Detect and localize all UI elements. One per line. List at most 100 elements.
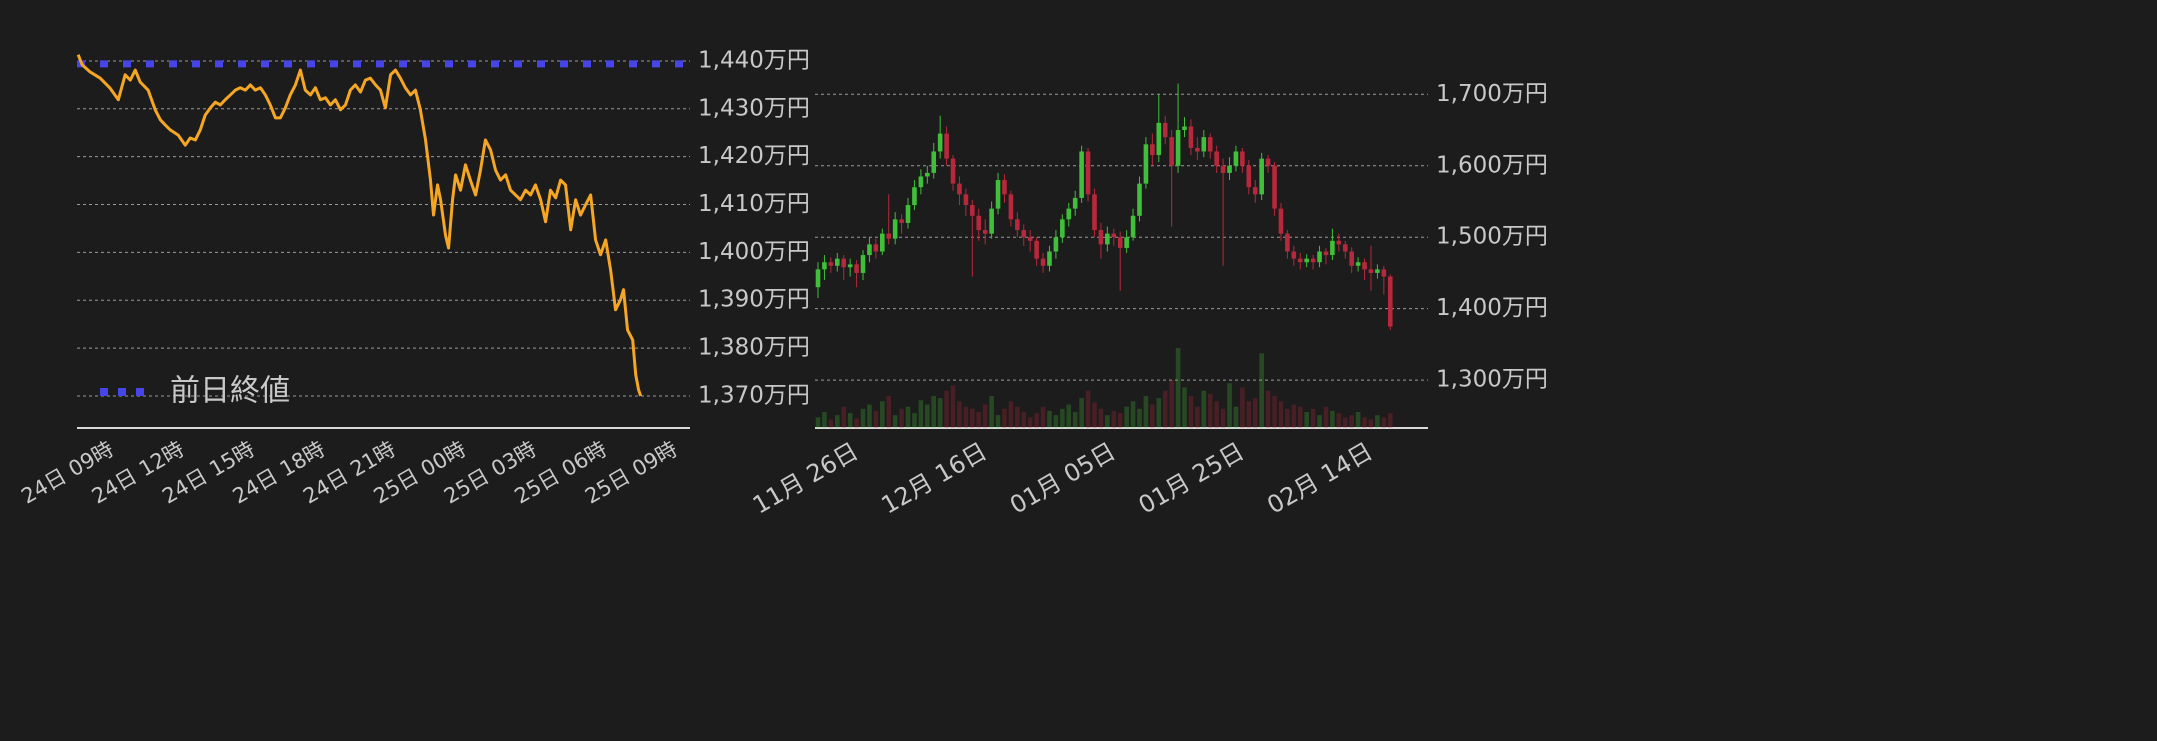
candle-body xyxy=(1130,215,1136,238)
candle-body xyxy=(1285,233,1290,252)
candle-body xyxy=(886,233,892,239)
candle-body xyxy=(1150,144,1155,156)
volume-bar xyxy=(1246,401,1252,428)
volume-bar xyxy=(1079,398,1084,428)
candle-body xyxy=(1098,230,1104,245)
candle-body xyxy=(1053,237,1059,252)
volume-bar xyxy=(1214,401,1219,428)
candle-body xyxy=(957,183,962,195)
y-tick-label: 1,300万円 xyxy=(1436,367,1548,393)
volume-bar xyxy=(1336,413,1342,428)
volume-bar xyxy=(847,413,853,428)
candle-body xyxy=(1342,244,1348,252)
candle-body xyxy=(989,208,994,234)
candle-body xyxy=(1182,126,1187,131)
volume-bar xyxy=(1227,383,1232,428)
candle-body xyxy=(841,258,847,268)
candle-body xyxy=(873,244,879,252)
volume-bar xyxy=(1137,408,1142,428)
candle-body xyxy=(1195,147,1200,152)
volume-bar xyxy=(970,408,975,428)
volume-bar xyxy=(1265,390,1271,428)
volume-bar xyxy=(1375,415,1380,428)
volume-bar xyxy=(1387,413,1393,428)
volume-bar xyxy=(1233,406,1239,428)
volume-bar xyxy=(1195,406,1200,428)
volume-bar xyxy=(1362,417,1367,428)
legend-swatch xyxy=(118,388,126,396)
candle-body xyxy=(905,205,911,223)
candle-body xyxy=(937,133,943,152)
volume-bar xyxy=(1272,396,1277,428)
volume-bar xyxy=(1342,417,1348,428)
volume-bar xyxy=(1060,408,1065,428)
candle-body xyxy=(1015,219,1020,231)
volume-bar xyxy=(1130,401,1136,428)
candle-body xyxy=(1381,269,1387,277)
volume-bar xyxy=(860,408,866,428)
candle-body xyxy=(1085,151,1091,195)
candle-body xyxy=(1066,208,1072,220)
volume-bar xyxy=(892,415,898,428)
volume-bar xyxy=(1156,398,1162,428)
volume-bar xyxy=(1072,412,1078,428)
candle-body xyxy=(1330,240,1335,256)
volume-bar xyxy=(1323,406,1329,428)
volume-bar xyxy=(1085,390,1091,428)
candle-body xyxy=(1156,122,1162,156)
candle-body xyxy=(1117,237,1123,248)
volume-bar xyxy=(1105,415,1110,428)
x-tick-label: 01月 25日 xyxy=(1134,437,1249,520)
volume-bar xyxy=(1291,404,1297,428)
candle-body xyxy=(1220,165,1226,173)
volume-bar xyxy=(931,396,937,428)
candle-body xyxy=(1323,251,1329,256)
candle-body xyxy=(912,187,917,206)
volume-bar xyxy=(1098,408,1104,428)
candle-body xyxy=(1072,197,1078,209)
candle-body xyxy=(880,233,885,252)
volume-bar xyxy=(1002,408,1007,428)
candle-body xyxy=(867,244,872,256)
y-tick-label: 1,430万円 xyxy=(698,95,810,121)
candle-body xyxy=(1143,144,1149,184)
candle-body xyxy=(1207,137,1213,152)
candle-body xyxy=(1008,194,1014,220)
volume-bar xyxy=(1252,398,1258,428)
volume-bar xyxy=(1066,404,1072,428)
candle-body xyxy=(1021,230,1027,238)
volume-bar xyxy=(1310,408,1316,428)
volume-bar xyxy=(1015,406,1020,428)
candle-body xyxy=(1227,165,1232,173)
candle-body xyxy=(1246,165,1252,188)
candle-body xyxy=(1175,130,1181,166)
volume-bar xyxy=(1304,412,1309,428)
volume-bar xyxy=(834,415,840,428)
volume-bar xyxy=(854,418,859,428)
y-tick-label: 1,390万円 xyxy=(698,287,810,313)
volume-bar xyxy=(950,385,956,428)
volume-bar xyxy=(918,400,924,428)
volume-bar xyxy=(822,412,827,428)
volume-bar xyxy=(1027,417,1033,428)
volume-bar xyxy=(1175,348,1181,428)
candle-body xyxy=(1252,187,1258,195)
volume-bar xyxy=(1355,412,1361,428)
volume-bar xyxy=(1021,412,1027,428)
candle-body xyxy=(1355,262,1361,266)
volume-bar xyxy=(1143,396,1149,428)
y-tick-label: 1,500万円 xyxy=(1436,224,1548,250)
candle-body xyxy=(982,230,988,234)
candle-body xyxy=(860,255,866,273)
y-tick-label: 1,370万円 xyxy=(698,382,810,408)
volume-bar xyxy=(1124,406,1129,428)
y-tick-label: 1,600万円 xyxy=(1436,152,1548,178)
candle-body xyxy=(1278,208,1284,234)
x-tick-label: 02月 14日 xyxy=(1262,437,1377,520)
candle-body xyxy=(1047,251,1052,266)
volume-bar xyxy=(1220,408,1226,428)
volume-bar xyxy=(976,412,982,428)
volume-bar xyxy=(1259,353,1264,428)
candle-body xyxy=(815,269,821,288)
